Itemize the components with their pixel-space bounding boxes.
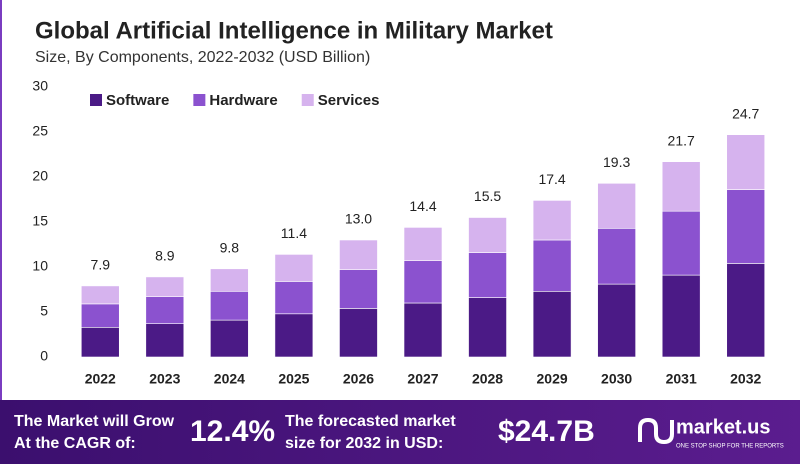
- x-tick-label: 2022: [85, 371, 116, 387]
- x-tick-label: 2027: [407, 371, 438, 387]
- bar-segment: [274, 281, 314, 315]
- x-tick-label: 2030: [601, 371, 632, 387]
- footer-forecast: $24.7B: [498, 415, 595, 448]
- legend-label: Hardware: [209, 92, 277, 109]
- bar-segment: [80, 326, 120, 358]
- bar-segment: [726, 189, 766, 264]
- total-label: 7.9: [91, 257, 111, 273]
- total-label: 21.7: [668, 132, 695, 148]
- total-label: 17.4: [538, 171, 565, 187]
- bar-segment: [210, 268, 249, 292]
- bar-segment: [403, 260, 443, 304]
- x-tick-label: 2032: [730, 371, 761, 387]
- x-tick-label: 2026: [343, 371, 374, 387]
- bar-segment: [403, 302, 443, 358]
- y-tick-label: 25: [32, 123, 48, 139]
- legend-label: Services: [318, 92, 380, 109]
- y-tick-label: 15: [32, 213, 48, 229]
- bar-segment: [145, 296, 185, 325]
- bar-segment: [661, 210, 701, 276]
- total-label: 11.4: [281, 225, 307, 241]
- bar-segment: [597, 183, 636, 229]
- footer-cagr-text: The Market will Grow: [14, 413, 175, 430]
- bar-segment: [274, 313, 314, 358]
- bar-segment: [80, 303, 120, 328]
- x-tick-label: 2028: [472, 371, 503, 387]
- total-label: 19.3: [603, 154, 630, 170]
- bar-segment: [532, 290, 572, 358]
- legend-swatch: [90, 94, 102, 106]
- x-tick-label: 2024: [214, 371, 245, 387]
- legend-swatch: [193, 94, 206, 106]
- tagline: ONE STOP SHOP FOR THE REPORTS: [676, 444, 784, 450]
- y-tick-label: 20: [32, 168, 48, 184]
- footer-band: [0, 400, 800, 464]
- brand-logo: [638, 417, 674, 445]
- footer-forecast-text: size for 2032 in USD:: [285, 435, 443, 452]
- total-label: 9.8: [220, 240, 240, 256]
- chart-subtitle: Size, By Components, 2022-2032 (USD Bill…: [35, 49, 370, 66]
- bar-segment: [339, 269, 378, 309]
- x-tick-label: 2031: [666, 371, 697, 387]
- total-label: 15.5: [474, 188, 501, 204]
- total-label: 8.9: [155, 248, 175, 264]
- legend-label: Software: [106, 92, 169, 109]
- y-tick-label: 10: [32, 258, 48, 274]
- bar-segment: [661, 161, 701, 212]
- y-tick-label: 5: [40, 303, 48, 319]
- bar-segment: [597, 228, 636, 285]
- footer-cagr-text: At the CAGR of:: [14, 435, 136, 452]
- x-tick-label: 2023: [149, 371, 180, 387]
- total-label: 14.4: [409, 198, 436, 214]
- bar-segment: [274, 254, 314, 282]
- bar-segment: [210, 290, 249, 321]
- bar-segment: [468, 217, 507, 253]
- bar-segment: [145, 276, 185, 297]
- bar-segment: [532, 200, 572, 241]
- bar-segment: [210, 319, 249, 358]
- bar-segment: [403, 227, 443, 261]
- footer-forecast-text: The forecasted market: [285, 413, 456, 430]
- x-tick-label: 2029: [537, 371, 568, 387]
- brand: market.us: [676, 416, 771, 438]
- bar-segment: [468, 297, 507, 358]
- bar-segment: [532, 239, 572, 292]
- y-tick-label: 30: [32, 78, 48, 94]
- total-label: 24.7: [732, 105, 759, 121]
- bar-segment: [339, 308, 378, 358]
- x-tick-label: 2025: [278, 371, 309, 387]
- bar-segment: [726, 134, 766, 190]
- bar-segment: [145, 323, 185, 358]
- y-tick-label: 0: [40, 348, 48, 364]
- bar-segment: [80, 285, 120, 305]
- legend-swatch: [301, 94, 314, 106]
- bar-segment: [468, 252, 507, 298]
- bar-segment: [597, 283, 636, 358]
- bar-segment: [726, 263, 766, 358]
- bar-segment: [661, 274, 701, 358]
- total-label: 13.0: [345, 211, 372, 227]
- chart-title: Global Artificial Intelligence in Milita…: [35, 17, 553, 44]
- footer-cagr: 12.4%: [190, 415, 275, 448]
- bar-segment: [339, 239, 378, 271]
